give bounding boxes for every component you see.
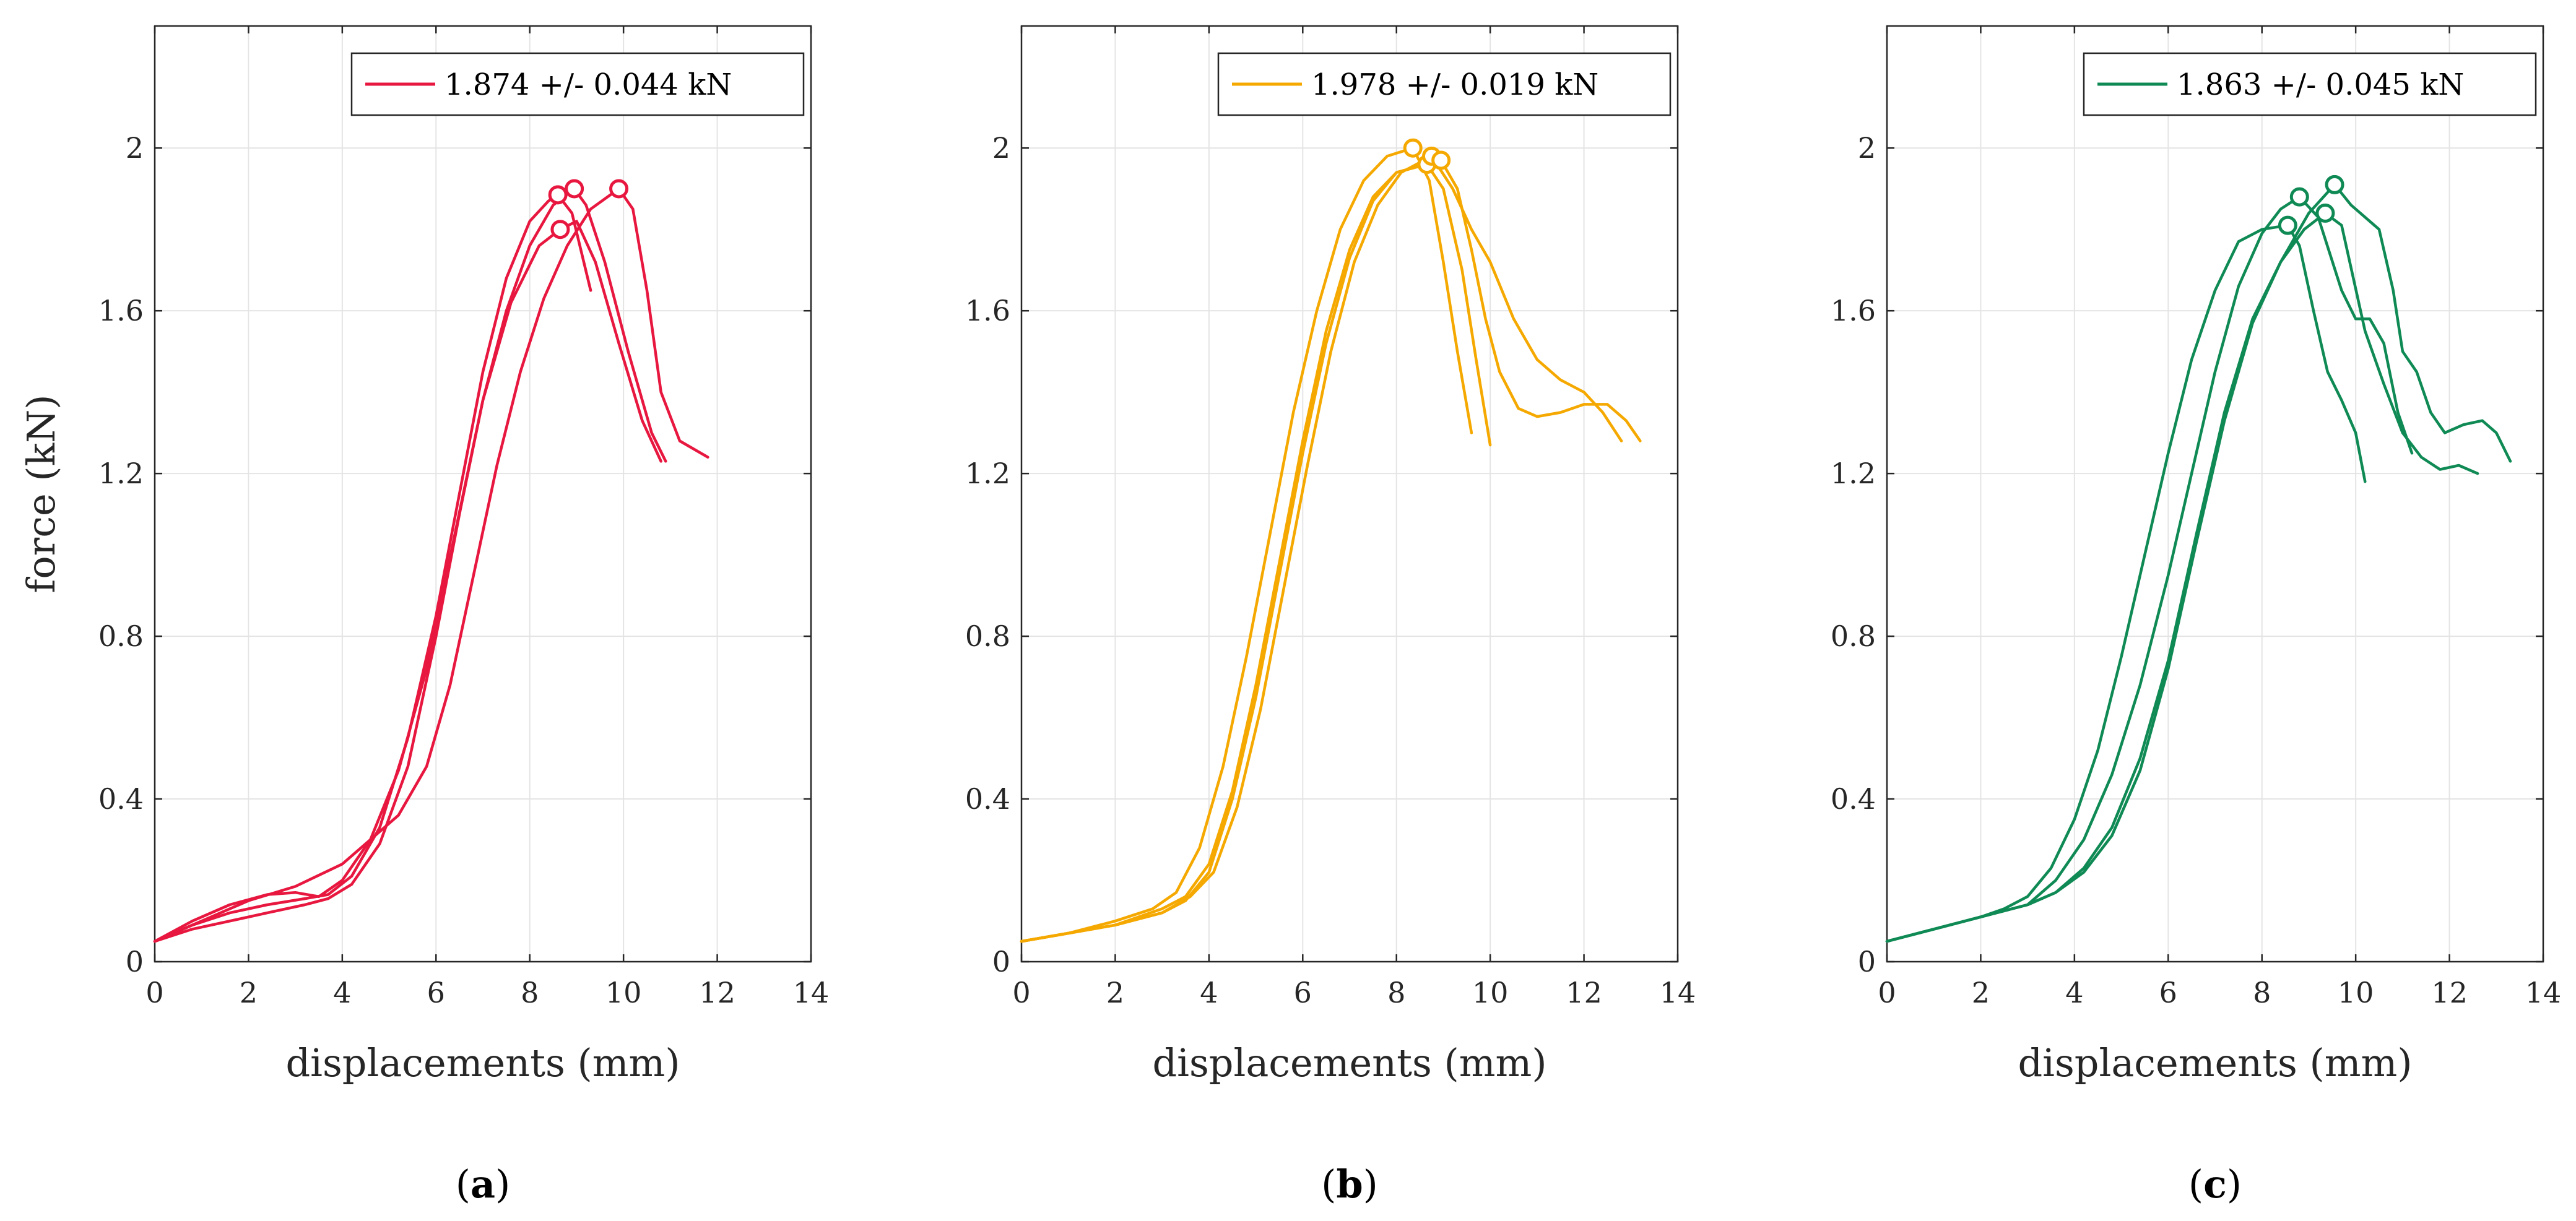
chart-panel-c: 0 2 4 6 8 10 12 14 0 0.4 0.8 1.2 1.6 2 1.863 +/- 0.045… <box>1831 25 2562 1207</box>
legend-label: 1.863 +/- 0.045 kN <box>2177 67 2464 102</box>
x-axis-label: displacements (mm) <box>1152 1040 1546 1085</box>
y-tick-label: 0.4 <box>1831 782 1876 816</box>
legend-box <box>350 52 805 116</box>
peak-marker <box>1431 150 1451 170</box>
legend: 1.874 +/- 0.044 kN <box>350 52 805 116</box>
peak-marker <box>565 179 584 199</box>
panel-caption: (c) <box>2188 1162 2242 1207</box>
x-tick-label: 10 <box>2338 976 2374 1009</box>
panel-caption: (a) <box>456 1162 511 1207</box>
y-tick-label: 1.2 <box>1831 457 1876 490</box>
y-tick-label: 0.4 <box>98 782 144 816</box>
x-tick-label: 10 <box>605 976 642 1009</box>
y-tick-label: 2 <box>992 131 1010 165</box>
x-tick-label: 14 <box>1660 976 1696 1009</box>
series-line-1 <box>1020 146 1473 943</box>
x-tick-label: 6 <box>2159 976 2177 1009</box>
series-line-4 <box>1885 183 2512 943</box>
peak-marker <box>2315 203 2335 223</box>
y-tick-label: 0.4 <box>965 782 1010 816</box>
y-tick-label: 1.6 <box>1831 294 1876 327</box>
x-tick-label: 0 <box>145 976 163 1009</box>
series-line-1 <box>153 193 592 943</box>
y-tick-label: 0.8 <box>98 619 144 653</box>
x-tick-label: 2 <box>1106 976 1124 1009</box>
x-tick-label: 14 <box>2525 976 2562 1009</box>
y-axis-label: force (kN) <box>19 394 64 593</box>
x-tick-label: 12 <box>2431 976 2468 1009</box>
y-tick-label: 1.2 <box>965 457 1010 490</box>
peak-marker <box>550 220 570 239</box>
legend: 1.978 +/- 0.019 kN <box>1217 52 1672 116</box>
x-tick-label: 6 <box>427 976 445 1009</box>
x-tick-label: 4 <box>1200 976 1218 1009</box>
series-line-3 <box>153 187 709 943</box>
series-line-1 <box>1885 223 2367 943</box>
legend-label: 1.874 +/- 0.044 kN <box>445 67 732 102</box>
peak-marker <box>609 179 629 199</box>
legend-label: 1.978 +/- 0.019 kN <box>1311 67 1598 102</box>
x-tick-label: 14 <box>793 976 830 1009</box>
x-tick-label: 12 <box>699 976 735 1009</box>
x-tick-label: 8 <box>1387 976 1405 1009</box>
y-tick-label: 2 <box>126 131 144 165</box>
y-tick-label: 1.2 <box>98 457 144 490</box>
y-tick-label: 0 <box>126 945 144 978</box>
x-tick-label: 0 <box>1878 976 1896 1009</box>
peak-marker <box>2278 215 2297 235</box>
x-axis-label: displacements (mm) <box>285 1040 680 1085</box>
series-line-3 <box>1020 155 1623 943</box>
x-tick-label: 12 <box>1566 976 1602 1009</box>
y-tick-label: 0.8 <box>965 619 1010 653</box>
chart-panel-a: 0 2 4 6 8 10 12 14 0 0.4 0.8 1.2 1.6 2 1.874 +/- 0.044… <box>19 25 830 1207</box>
plot-area-frame <box>1020 25 1679 963</box>
plot-area-frame <box>154 25 812 963</box>
peak-marker <box>1403 138 1423 158</box>
chart-panel-b: 0 2 4 6 8 10 12 14 0 0.4 0.8 1.2 1.6 2 1.978 +/- 0.019… <box>965 25 1696 1207</box>
x-tick-label: 8 <box>521 976 539 1009</box>
x-tick-label: 10 <box>1472 976 1509 1009</box>
x-tick-label: 8 <box>2253 976 2271 1009</box>
x-tick-label: 4 <box>333 976 351 1009</box>
x-tick-label: 6 <box>1294 976 1312 1009</box>
series-line-2 <box>1885 195 2414 943</box>
y-tick-label: 0.8 <box>1831 619 1876 653</box>
x-tick-label: 2 <box>240 976 258 1009</box>
plot-area-frame <box>1886 25 2544 963</box>
series-line-3 <box>1885 212 2479 943</box>
y-tick-label: 0 <box>1858 945 1876 978</box>
series-line-4 <box>153 220 662 943</box>
x-tick-label: 4 <box>2065 976 2083 1009</box>
x-tick-label: 2 <box>1972 976 1990 1009</box>
y-tick-label: 1.6 <box>98 294 144 327</box>
x-axis-label: displacements (mm) <box>2018 1040 2412 1085</box>
series-line-2 <box>153 187 667 943</box>
y-tick-label: 1.6 <box>965 294 1010 327</box>
peak-marker <box>2289 187 2309 207</box>
peak-marker <box>548 185 568 205</box>
y-tick-label: 0 <box>992 945 1010 978</box>
peak-marker <box>2325 175 2344 194</box>
x-tick-label: 0 <box>1012 976 1030 1009</box>
legend: 1.863 +/- 0.045 kN <box>2083 52 2537 116</box>
series-line-4 <box>1020 158 1642 943</box>
panel-caption: (b) <box>1321 1162 1378 1207</box>
series-line-2 <box>1020 163 1492 943</box>
y-tick-label: 2 <box>1858 131 1876 165</box>
